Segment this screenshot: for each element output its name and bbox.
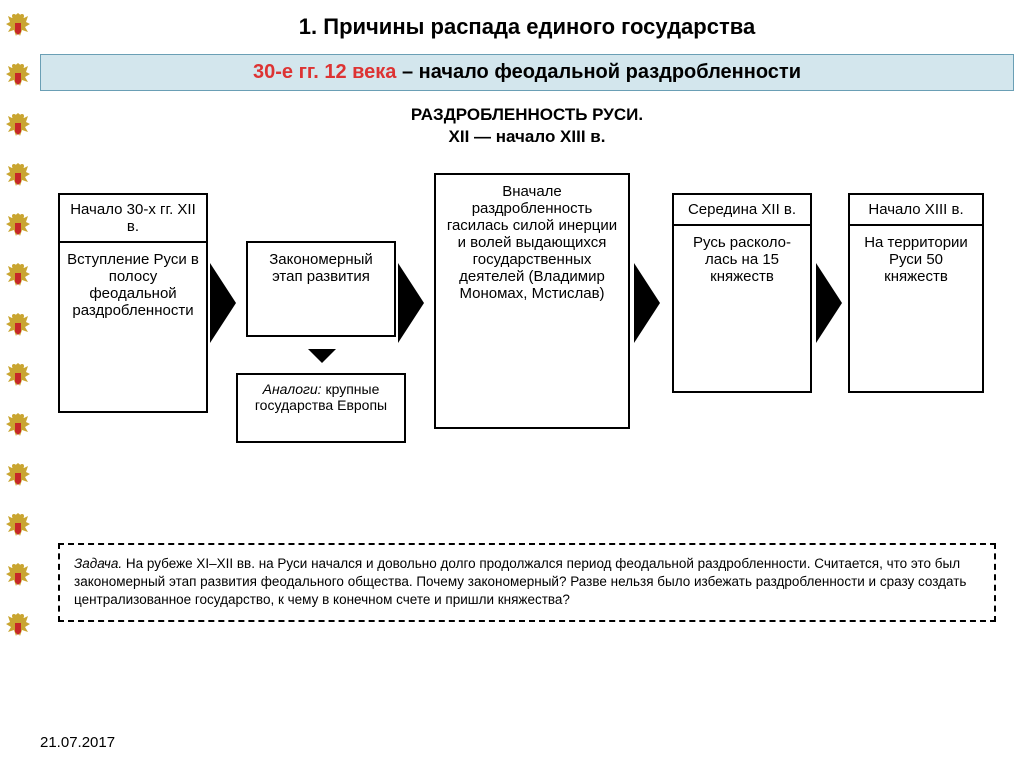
analogy-lead: Аналоги: [263,381,322,397]
box-3-body: Вначале раздробленность гасилась силой и… [436,175,628,310]
box-1-body: Вступление Руси в полосу феодальной разд… [60,243,206,327]
box-5-header: Начало XIII в. [850,195,982,226]
box-2-body: Закономерный этап развития [248,243,394,293]
box-1: Начало 30-х гг. XII в. Вступление Руси в… [58,193,208,413]
slide-date: 21.07.2017 [40,734,115,751]
eagle-emblem-icon [2,510,34,546]
arrow-2 [398,263,424,343]
analogy-box: Аналоги: крупные государства Европы [236,373,406,443]
box-5: Начало XIII в. На территории Руси 50 кня… [848,193,984,393]
box-4: Середина XII в. Русь расколо­лась на 15 … [672,193,812,393]
arrow-3 [634,263,660,343]
diagram-title-1: РАЗДРОБЛЕННОСТЬ РУСИ. [40,105,1014,125]
eagle-emblem-icon [2,460,34,496]
task-box: Задача. На рубеже XI–XII вв. на Руси нач… [58,543,996,622]
banner-highlight: 30-е гг. 12 века [253,61,396,83]
flow-diagram: Начало 30-х гг. XII в. Вступление Руси в… [58,173,1014,533]
box-4-body: Русь расколо­лась на 15 княжеств [674,226,810,293]
arrow-4 [816,263,842,343]
arrow-1 [210,263,236,343]
task-text: На рубеже XI–XII вв. на Руси начался и д… [74,556,966,607]
slide-content: 1. Причины распада единого государства 3… [40,0,1014,622]
arrow-down [308,349,336,363]
eagle-emblem-icon [2,260,34,296]
emblem-strip [2,0,38,646]
eagle-emblem-icon [2,60,34,96]
box-2: Закономерный этап развития [246,241,396,337]
eagle-emblem-icon [2,410,34,446]
box-4-header: Середина XII в. [674,195,810,226]
eagle-emblem-icon [2,360,34,396]
eagle-emblem-icon [2,310,34,346]
period-banner: 30-е гг. 12 века – начало феодальной раз… [40,54,1014,91]
eagle-emblem-icon [2,610,34,646]
eagle-emblem-icon [2,110,34,146]
box-3: Вначале раздробленность гасилась силой и… [434,173,630,429]
eagle-emblem-icon [2,560,34,596]
eagle-emblem-icon [2,210,34,246]
box-5-body: На территории Руси 50 княжеств [850,226,982,293]
task-lead: Задача. [74,556,122,571]
eagle-emblem-icon [2,160,34,196]
box-1-header: Начало 30-х гг. XII в. [60,195,206,243]
banner-rest: – начало феодальной раздробленности [396,61,801,83]
diagram-title-2: XII — начало XIII в. [40,127,1014,147]
eagle-emblem-icon [2,10,34,46]
main-title: 1. Причины распада единого государства [40,0,1014,54]
